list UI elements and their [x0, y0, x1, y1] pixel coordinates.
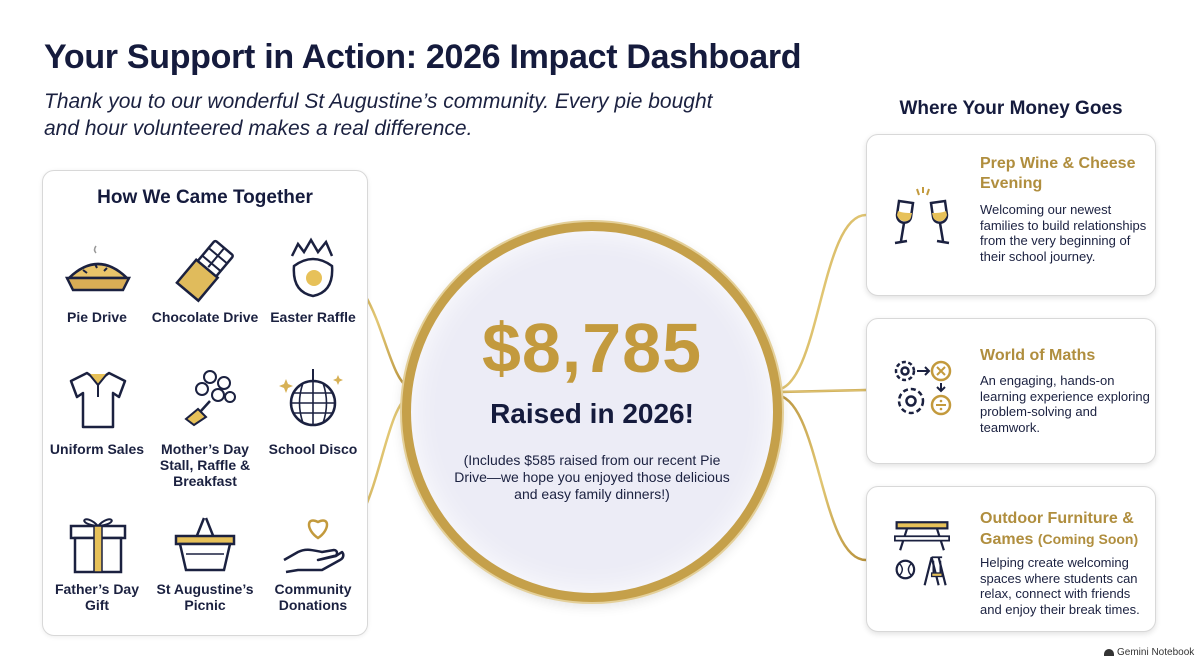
card-outdoor-furniture: Outdoor Furniture & Games (Coming Soon) … — [866, 486, 1156, 632]
gift-box-icon — [69, 518, 127, 574]
brand-icon — [1104, 648, 1114, 656]
activity-label: Pie Drive — [67, 309, 127, 325]
activity-label: Chocolate Drive — [151, 309, 259, 325]
total-amount: $8,785 — [481, 309, 703, 387]
card-description: Helping create welcoming spaces where st… — [980, 555, 1140, 617]
polo-shirt-icon — [69, 371, 127, 429]
card-title: Outdoor Furniture & Games (Coming Soon) — [980, 509, 1152, 550]
activity-label: School Disco — [268, 441, 358, 457]
pie-icon — [64, 245, 132, 292]
card-title: World of Maths — [980, 347, 1096, 364]
activity-label: St Augustine’s Picnic — [156, 581, 254, 613]
brand-text: Gemini Notebook — [1117, 647, 1195, 658]
card-description: Welcoming our newest families to build r… — [980, 202, 1147, 264]
page-subtitle: Thank you to our wonderful St Augustine’… — [44, 90, 713, 140]
picnic-table-games-icon — [894, 521, 950, 586]
card-world-of-maths: World of Maths An engaging, hands-on lea… — [866, 318, 1156, 464]
brand-watermark: Gemini Notebook — [1104, 647, 1194, 658]
chocolate-bar-icon — [175, 239, 234, 303]
card-title-text: Outdoor Furniture & Games — [980, 510, 1134, 548]
disco-ball-icon — [279, 369, 343, 427]
activity-label: Mother’s Day Stall, Raffle & Breakfast — [159, 441, 251, 489]
page-title: Your Support in Action: 2026 Impact Dash… — [44, 38, 802, 76]
money-goes-heading: Where Your Money Goes — [899, 98, 1123, 119]
flower-bouquet-icon — [184, 370, 236, 427]
picnic-basket-icon — [174, 517, 236, 572]
activity-label: Community Donations — [274, 581, 352, 613]
raised-note: (Includes $585 raised from our recent Pi… — [454, 452, 730, 502]
activities-heading: How We Came Together — [97, 187, 313, 208]
easter-egg-icon — [290, 237, 334, 298]
raised-label: Raised in 2026! — [490, 398, 694, 429]
activity-label: Easter Raffle — [270, 309, 356, 325]
total-raised-circle — [402, 222, 782, 602]
wine-glasses-icon — [894, 187, 950, 245]
gears-math-icon — [894, 360, 952, 416]
activity-label: Uniform Sales — [49, 441, 145, 457]
card-description: An engaging, hands-on learning experienc… — [980, 373, 1150, 435]
heart-hand-icon — [283, 519, 345, 574]
card-title-suffix: (Coming Soon) — [1037, 531, 1139, 547]
card-title: Prep Wine & Cheese Evening — [980, 155, 1136, 192]
activity-label: Father’s Day Gift — [54, 581, 140, 613]
card-prep-wine-cheese: Prep Wine & Cheese Evening Welcoming our… — [866, 134, 1156, 296]
